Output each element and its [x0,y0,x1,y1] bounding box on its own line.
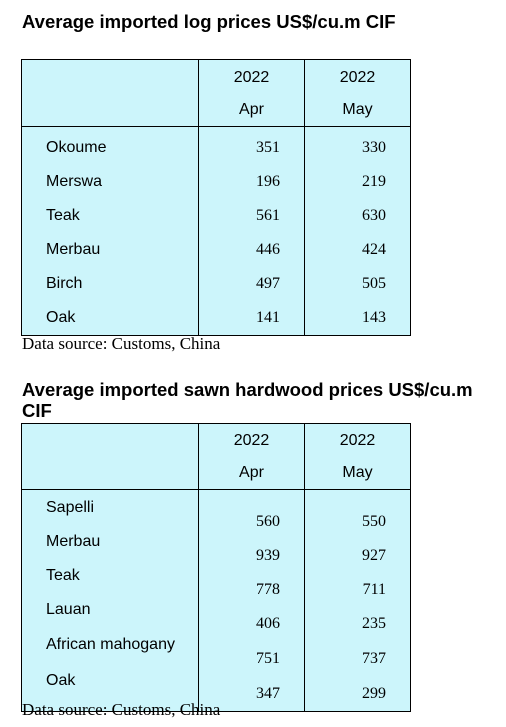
price-value: 711 [362,581,386,598]
table-body-row: Okoume Merswa Teak Merbau Birch Oak 351 … [21,126,411,336]
price-value: 550 [362,513,386,530]
header-year: 2022 [339,432,376,449]
price-value: 351 [256,139,280,156]
price-value: 330 [362,139,386,156]
price-value: 927 [362,547,386,564]
apr-column: 351 196 561 446 497 141 [198,126,305,336]
species-name: Teak [46,567,80,584]
species-name: Lauan [46,601,91,618]
log-prices-source: Data source: Customs, China [22,334,221,353]
header-empty-cell [21,423,199,490]
price-value: 630 [362,207,386,224]
header-month: Apr [239,464,264,481]
price-value: 347 [256,685,280,702]
species-name: Merbau [46,533,101,550]
species-column: Sapelli Merbau Teak Lauan African mahoga… [21,489,199,712]
header-year: 2022 [233,432,270,449]
may-column: 550 927 711 235 737 299 [304,489,411,712]
price-value: 406 [256,615,280,632]
price-value: 299 [362,685,386,702]
header-month: May [342,464,373,481]
species-name: African mahogany [46,636,175,653]
sawn-hardwood-table: 2022 Apr 2022 May Sapelli Merbau Teak La… [21,423,411,712]
species-name: Teak [46,207,80,224]
header-apr: 2022 Apr [198,423,305,490]
header-empty-cell [21,59,199,127]
sawn-hardwood-source: Data source: Customs, China [22,700,221,719]
price-value: 778 [256,581,280,598]
log-prices-title: Average imported log prices US$/cu.m CIF [22,11,396,32]
header-may: 2022 May [304,423,411,490]
species-column: Okoume Merswa Teak Merbau Birch Oak [21,126,199,336]
header-year: 2022 [233,69,270,86]
species-name: Okoume [46,139,107,156]
price-value: 446 [256,241,280,258]
price-value: 939 [256,547,280,564]
header-year: 2022 [339,69,376,86]
species-name: Oak [46,672,76,689]
apr-column: 560 939 778 406 751 347 [198,489,305,712]
table-body-row: Sapelli Merbau Teak Lauan African mahoga… [21,489,411,712]
species-name: Oak [46,309,76,326]
table-header-row: 2022 Apr 2022 May [21,423,411,490]
price-value: 143 [362,309,386,326]
species-name: Merswa [46,173,103,190]
header-month: May [342,101,373,118]
species-name: Sapelli [46,499,95,516]
table-header-row: 2022 Apr 2022 May [21,59,411,127]
header-month: Apr [239,101,264,118]
price-value: 424 [362,241,386,258]
header-may: 2022 May [304,59,411,127]
species-name: Birch [46,275,83,292]
price-value: 737 [362,650,386,667]
log-prices-table: 2022 Apr 2022 May Okoume Merswa Teak Mer… [21,59,411,336]
price-value: 196 [256,173,280,190]
sawn-hardwood-title: Average imported sawn hardwood prices US… [22,379,473,421]
price-value: 235 [362,615,386,632]
may-column: 330 219 630 424 505 143 [304,126,411,336]
price-value: 141 [256,309,280,326]
price-value: 560 [256,513,280,530]
price-value: 751 [256,650,280,667]
price-value: 497 [256,275,280,292]
header-apr: 2022 Apr [198,59,305,127]
price-value: 561 [256,207,280,224]
price-value: 219 [362,173,386,190]
price-value: 505 [362,275,386,292]
title-line: Average imported sawn hardwood prices US… [22,379,473,400]
species-name: Merbau [46,241,101,258]
title-line: CIF [22,400,52,421]
